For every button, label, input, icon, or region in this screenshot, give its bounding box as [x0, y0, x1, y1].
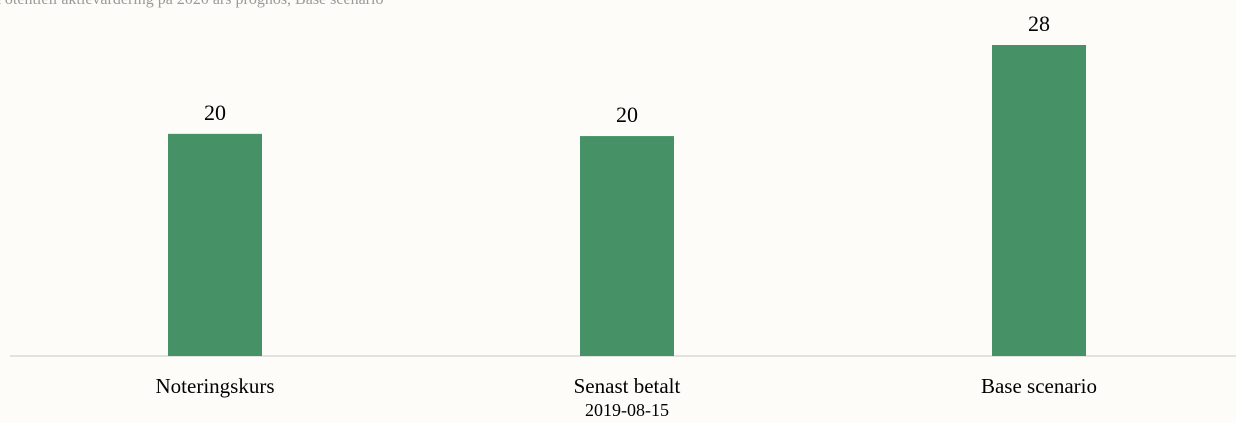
bar-senast-betalt [580, 136, 674, 356]
category-label: Base scenario [981, 374, 1097, 398]
value-label: 28 [1028, 11, 1050, 36]
value-label: 20 [204, 100, 226, 125]
category-label: Senast betalt [574, 374, 681, 398]
value-label: 20 [616, 102, 638, 127]
bar-noteringskurs [168, 133, 262, 356]
category-label: Noteringskurs [156, 374, 275, 398]
bar-base-scenario [992, 45, 1086, 356]
category-sublabel: 2019-08-15 [585, 400, 669, 418]
